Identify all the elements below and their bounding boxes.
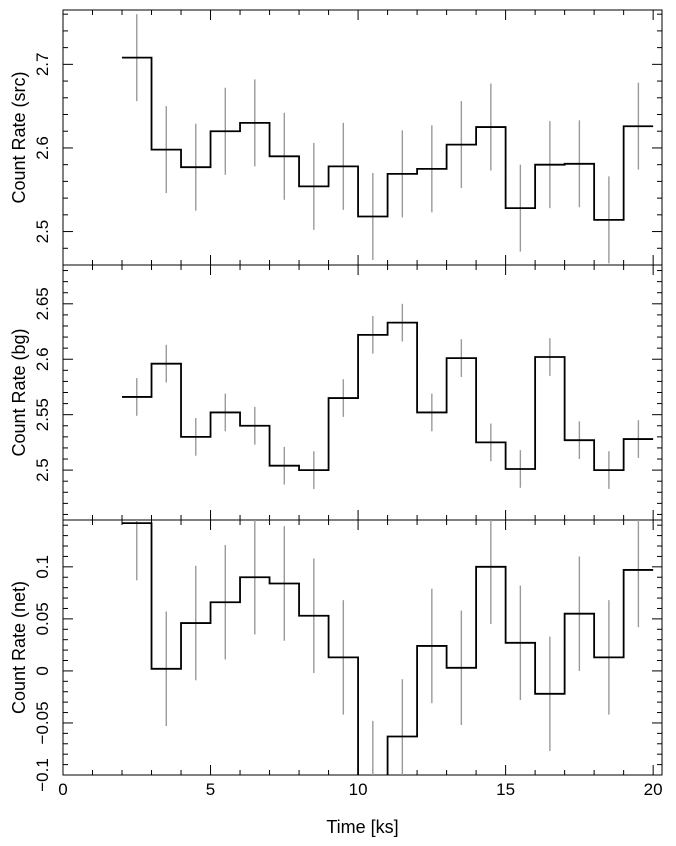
x-tick-label: 10 (349, 780, 368, 799)
y-axis-label: Count Rate (net) (9, 581, 29, 714)
y-tick-label: 2.65 (33, 287, 52, 320)
y-tick-label: 2.55 (33, 398, 52, 431)
x-tick-label: 15 (496, 780, 515, 799)
y-tick-label: 0 (33, 666, 52, 675)
panel-data (122, 14, 654, 264)
y-axis-label: Count Rate (bg) (9, 328, 29, 456)
y-tick-label: 0.1 (33, 555, 52, 579)
y-tick-label: 2.5 (33, 458, 52, 482)
y-tick-label: 2.7 (33, 53, 52, 77)
y-tick-label: 2.6 (33, 347, 52, 371)
x-tick-label: 5 (206, 780, 215, 799)
panel-frame (62, 264, 663, 521)
y-axis-label: Count Rate (src) (9, 71, 29, 203)
panel-frame (62, 9, 663, 266)
panel-frame (62, 519, 663, 776)
step-line (122, 56, 654, 221)
y-tick-label: −0.1 (33, 758, 52, 792)
step-line (122, 321, 654, 472)
y-tick-label: 2.6 (33, 136, 52, 160)
step-line (122, 522, 654, 775)
x-tick-label: 20 (644, 780, 663, 799)
y-tick-label: 2.5 (33, 220, 52, 244)
x-tick-label: 0 (58, 780, 67, 799)
y-tick-label: −0.05 (33, 701, 52, 744)
panel-data (122, 520, 654, 775)
panel-data (122, 303, 654, 489)
y-tick-label: 0.05 (33, 602, 52, 635)
x-axis-label: Time [ks] (326, 817, 398, 837)
